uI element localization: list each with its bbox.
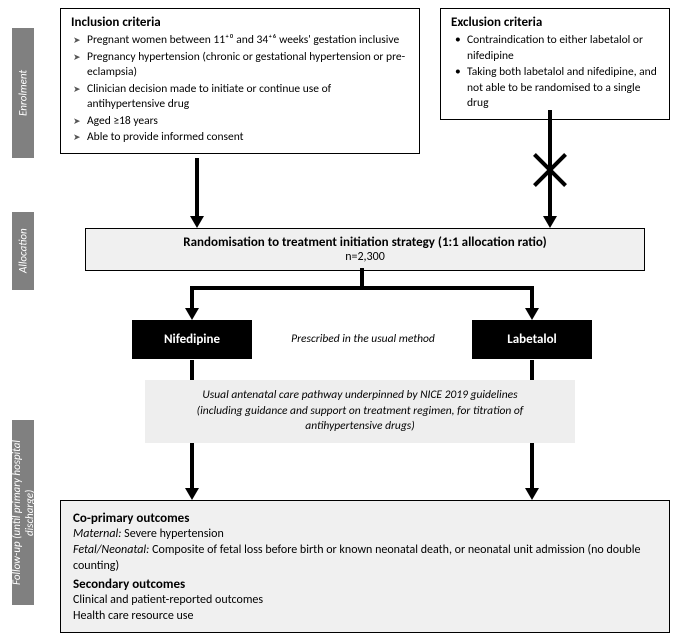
arrow-head bbox=[185, 308, 199, 320]
exclusion-list: Contraindication to either labetalol or … bbox=[451, 33, 659, 112]
list-item: Clinician decision made to initiate or c… bbox=[71, 82, 409, 113]
list-item: Able to provide informed consent bbox=[71, 130, 409, 146]
stage-allocation: Allocation bbox=[12, 212, 34, 290]
secondary-title: Secondary outcomes bbox=[73, 577, 657, 592]
arm-nifedipine: Nifedipine bbox=[132, 320, 252, 359]
arrow-head bbox=[525, 308, 539, 320]
care-pathway-box: Usual antenatal care pathway underpinned… bbox=[145, 380, 575, 443]
maternal-outcome: Maternal: Severe hypertension bbox=[73, 526, 657, 542]
list-item: Taking both labetalol and nifedipine, an… bbox=[451, 65, 659, 112]
fetal-outcome: Fetal/Neonatal: Composite of fetal loss … bbox=[73, 542, 657, 574]
care-line: Usual antenatal care pathway underpinned… bbox=[165, 388, 555, 404]
exclusion-cross-icon bbox=[530, 150, 570, 190]
arrow-line bbox=[360, 268, 364, 288]
inclusion-box: Inclusion criteria Pregnant women betwee… bbox=[60, 8, 420, 154]
secondary-outcome: Clinical and patient-reported outcomes bbox=[73, 592, 657, 608]
list-item: Pregnancy hypertension (chronic or gesta… bbox=[71, 50, 409, 81]
arrow-head bbox=[543, 216, 557, 228]
randomisation-title: Randomisation to treatment initiation st… bbox=[92, 235, 638, 250]
arrow-head bbox=[525, 488, 539, 500]
outcomes-box: Co-primary outcomes Maternal: Severe hyp… bbox=[60, 500, 670, 633]
arrow-line bbox=[530, 286, 534, 310]
arrow-line bbox=[195, 158, 199, 218]
arrow-head bbox=[190, 216, 204, 228]
list-item: Aged ≥18 years bbox=[71, 114, 409, 130]
inclusion-title: Inclusion criteria bbox=[71, 15, 409, 30]
arrow-line bbox=[190, 286, 534, 290]
care-line: (including guidance and support on treat… bbox=[165, 404, 555, 435]
list-item: Contraindication to either labetalol or … bbox=[451, 33, 659, 64]
arrow-line bbox=[190, 286, 194, 310]
prescribed-note: Prescribed in the usual method bbox=[278, 332, 448, 346]
randomisation-box: Randomisation to treatment initiation st… bbox=[85, 228, 645, 271]
coprimary-title: Co-primary outcomes bbox=[73, 511, 657, 526]
stage-enrolment: Enrolment bbox=[12, 28, 34, 158]
inclusion-list: Pregnant women between 11⁺⁰ and 34⁺⁶ wee… bbox=[71, 33, 409, 146]
stage-followup: Follow-up (until primary hospital discha… bbox=[12, 420, 34, 605]
arrow-head bbox=[185, 488, 199, 500]
arm-labetalol: Labetalol bbox=[472, 320, 592, 359]
exclusion-title: Exclusion criteria bbox=[451, 15, 659, 30]
list-item: Pregnant women between 11⁺⁰ and 34⁺⁶ wee… bbox=[71, 33, 409, 49]
randomisation-n: n=2,300 bbox=[92, 250, 638, 264]
exclusion-box: Exclusion criteria Contraindication to e… bbox=[440, 8, 670, 120]
secondary-outcome: Health care resource use bbox=[73, 608, 657, 624]
